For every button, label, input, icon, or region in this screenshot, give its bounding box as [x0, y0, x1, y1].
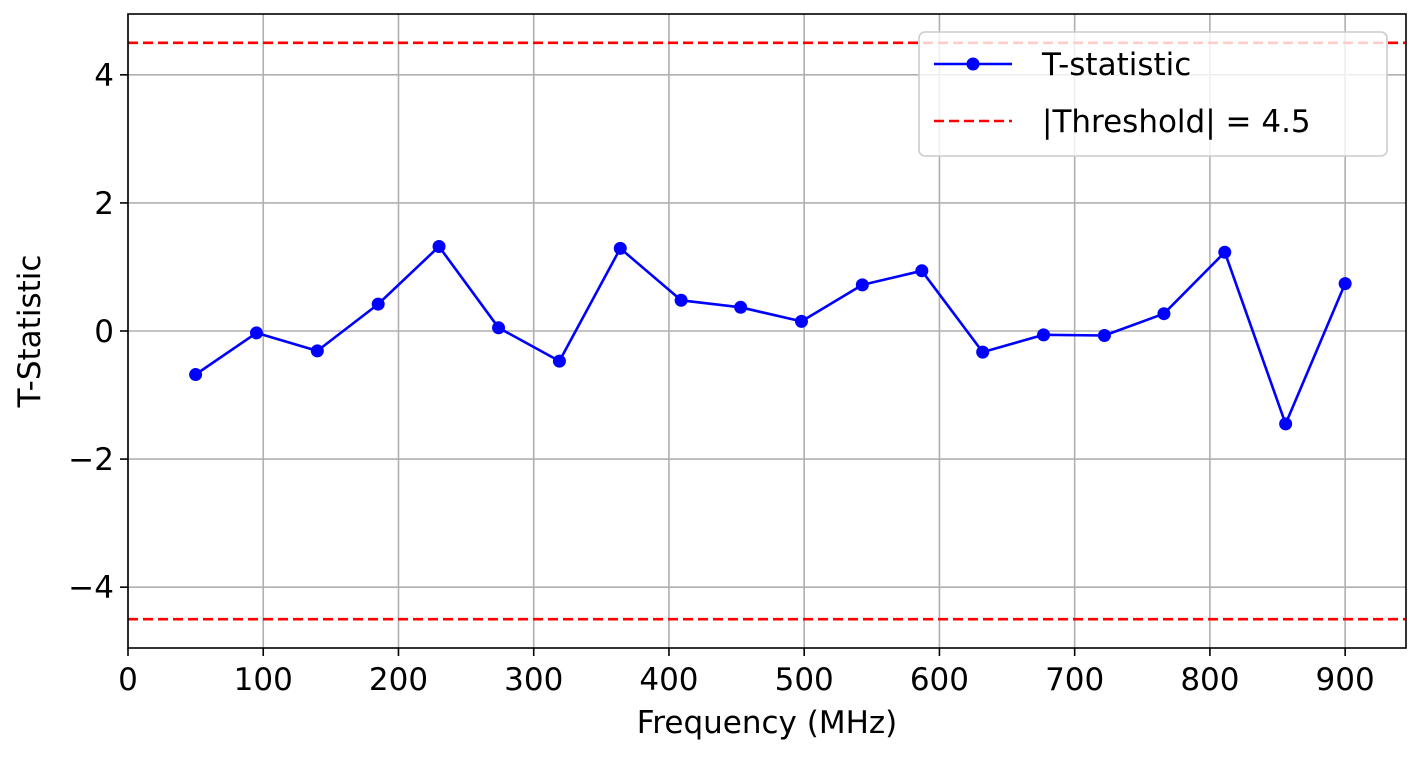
- x-tick-label: 300: [504, 662, 563, 698]
- legend-marker-t-statistic: [966, 57, 980, 71]
- y-tick-label: 2: [94, 186, 114, 222]
- series-line-t-statistic: [194, 245, 1347, 426]
- x-axis-label: Frequency (MHz): [637, 705, 898, 741]
- x-tick-label: 500: [775, 662, 834, 698]
- x-tick-label: 0: [118, 662, 138, 698]
- data-point: [310, 344, 324, 358]
- y-axis-label: T-Statistic: [12, 255, 48, 409]
- data-point: [915, 264, 929, 278]
- y-tick-label: −2: [68, 442, 114, 478]
- legend-box: [918, 31, 1388, 157]
- data-point: [794, 314, 808, 328]
- series: [189, 239, 1352, 431]
- data-point: [249, 326, 263, 340]
- data-point: [976, 345, 990, 359]
- data-point: [1338, 277, 1352, 291]
- data-point: [1097, 328, 1111, 342]
- data-point: [855, 278, 869, 292]
- data-point: [432, 239, 446, 253]
- data-point: [1157, 307, 1171, 321]
- data-point: [734, 300, 748, 314]
- data-point: [1037, 328, 1051, 342]
- axis-ticks: 0 100 200 300 400 500 600 700 800 900 −4 −2 0 2 4: [68, 58, 1374, 698]
- legend-label-t-statistic: T-statistic: [1041, 47, 1191, 83]
- data-point: [1279, 417, 1293, 431]
- x-tick-label: 200: [369, 662, 428, 698]
- legend-label-threshold: |Threshold| = 4.5: [1042, 104, 1311, 140]
- y-tick-label: 4: [94, 58, 114, 94]
- x-tick-label: 700: [1045, 662, 1104, 698]
- x-tick-label: 600: [910, 662, 969, 698]
- data-point: [492, 321, 506, 335]
- x-tick-label: 100: [234, 662, 293, 698]
- data-point: [552, 354, 566, 368]
- data-point: [189, 368, 203, 382]
- x-tick-label: 800: [1180, 662, 1239, 698]
- data-point: [613, 241, 627, 255]
- legend: T-statistic |Threshold| = 4.5: [918, 31, 1388, 157]
- grid: [127, 14, 1406, 648]
- x-tick-label: 900: [1316, 662, 1375, 698]
- data-point: [674, 293, 688, 307]
- data-point: [1218, 245, 1232, 259]
- y-tick-label: 0: [94, 314, 114, 350]
- x-tick-label: 400: [639, 662, 698, 698]
- y-tick-label: −4: [68, 570, 114, 606]
- data-point: [371, 297, 385, 311]
